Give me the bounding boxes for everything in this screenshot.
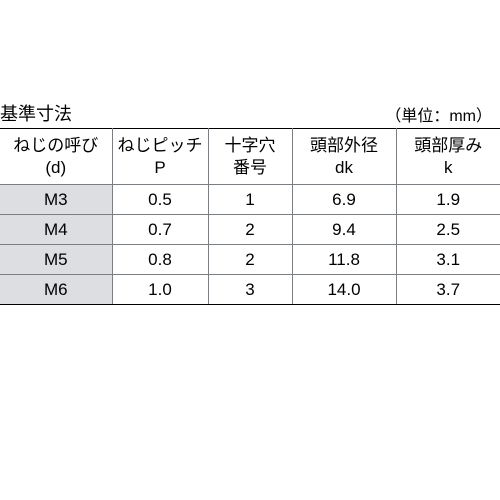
cell-pitch: 1.0 — [112, 275, 208, 305]
cell-cross: 1 — [208, 185, 292, 215]
col-header-text: ねじピッチ — [115, 135, 206, 156]
table-row: M6 1.0 3 14.0 3.7 — [0, 275, 500, 305]
col-header-text: 頭部厚み — [399, 135, 499, 156]
col-header-text: 十字穴 — [211, 135, 290, 156]
col-header-pitch: ねじピッチ P — [112, 129, 208, 185]
col-header-text: ねじの呼び — [2, 135, 110, 156]
cell-pitch: 0.5 — [112, 185, 208, 215]
col-header-sub: P — [115, 157, 206, 178]
table-header-row: ねじの呼び (d) ねじピッチ P 十字穴 番号 頭部外径 dk 頭部厚み k — [0, 129, 500, 185]
col-header-sub: dk — [295, 157, 394, 178]
col-header-name: ねじの呼び (d) — [0, 129, 112, 185]
col-header-sub: k — [399, 157, 499, 178]
col-header-sub: (d) — [2, 157, 110, 178]
cell-name: M4 — [0, 215, 112, 245]
cell-dk: 11.8 — [292, 245, 396, 275]
table-header-labels: 基準寸法 （単位：mm） — [0, 100, 500, 130]
col-header-dk: 頭部外径 dk — [292, 129, 396, 185]
table-title: 基準寸法 — [0, 100, 72, 126]
table-row: M5 0.8 2 11.8 3.1 — [0, 245, 500, 275]
cell-name: M3 — [0, 185, 112, 215]
cell-pitch: 0.7 — [112, 215, 208, 245]
cell-dk: 14.0 — [292, 275, 396, 305]
cell-dk: 6.9 — [292, 185, 396, 215]
page: { "title": "基準寸法", "unit_label": "（単位：mm… — [0, 0, 500, 500]
cell-k: 2.5 — [396, 215, 500, 245]
cell-k: 3.1 — [396, 245, 500, 275]
table-row: M4 0.7 2 9.4 2.5 — [0, 215, 500, 245]
cell-dk: 9.4 — [292, 215, 396, 245]
cell-k: 3.7 — [396, 275, 500, 305]
cell-name: M6 — [0, 275, 112, 305]
spec-table: ねじの呼び (d) ねじピッチ P 十字穴 番号 頭部外径 dk 頭部厚み k … — [0, 128, 500, 305]
cell-cross: 3 — [208, 275, 292, 305]
cell-k: 1.9 — [396, 185, 500, 215]
col-header-text: 頭部外径 — [295, 135, 394, 156]
col-header-k: 頭部厚み k — [396, 129, 500, 185]
cell-pitch: 0.8 — [112, 245, 208, 275]
col-header-cross: 十字穴 番号 — [208, 129, 292, 185]
unit-label: （単位：mm） — [385, 102, 492, 126]
cell-name: M5 — [0, 245, 112, 275]
cell-cross: 2 — [208, 245, 292, 275]
table-row: M3 0.5 1 6.9 1.9 — [0, 185, 500, 215]
col-header-sub: 番号 — [211, 157, 290, 178]
cell-cross: 2 — [208, 215, 292, 245]
